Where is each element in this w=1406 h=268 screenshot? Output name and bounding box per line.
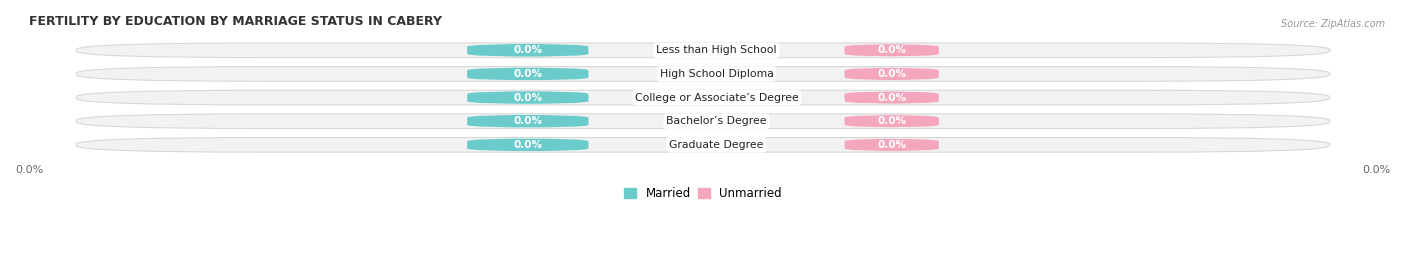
FancyBboxPatch shape [76,114,1330,129]
Text: 0.0%: 0.0% [877,140,907,150]
Legend: Married, Unmarried: Married, Unmarried [624,187,782,200]
Text: Bachelor’s Degree: Bachelor’s Degree [666,116,766,126]
FancyBboxPatch shape [467,139,589,151]
Text: 0.0%: 0.0% [513,116,543,126]
FancyBboxPatch shape [467,44,589,57]
Text: Less than High School: Less than High School [657,45,776,55]
FancyBboxPatch shape [845,68,939,80]
Text: 0.0%: 0.0% [513,92,543,103]
Text: Source: ZipAtlas.com: Source: ZipAtlas.com [1281,19,1385,29]
Text: 0.0%: 0.0% [513,140,543,150]
FancyBboxPatch shape [845,91,939,104]
Text: 0.0%: 0.0% [877,116,907,126]
FancyBboxPatch shape [845,44,939,57]
FancyBboxPatch shape [76,137,1330,152]
Text: 0.0%: 0.0% [513,45,543,55]
Text: Graduate Degree: Graduate Degree [669,140,763,150]
FancyBboxPatch shape [467,115,589,128]
FancyBboxPatch shape [845,139,939,151]
Text: College or Associate’s Degree: College or Associate’s Degree [634,92,799,103]
FancyBboxPatch shape [76,90,1330,105]
FancyBboxPatch shape [76,43,1330,58]
Text: 0.0%: 0.0% [877,69,907,79]
FancyBboxPatch shape [467,91,589,104]
FancyBboxPatch shape [467,68,589,80]
Text: 0.0%: 0.0% [513,69,543,79]
Text: High School Diploma: High School Diploma [659,69,773,79]
FancyBboxPatch shape [845,115,939,128]
Text: 0.0%: 0.0% [877,92,907,103]
Text: 0.0%: 0.0% [877,45,907,55]
FancyBboxPatch shape [76,67,1330,81]
Text: FERTILITY BY EDUCATION BY MARRIAGE STATUS IN CABERY: FERTILITY BY EDUCATION BY MARRIAGE STATU… [30,15,441,28]
